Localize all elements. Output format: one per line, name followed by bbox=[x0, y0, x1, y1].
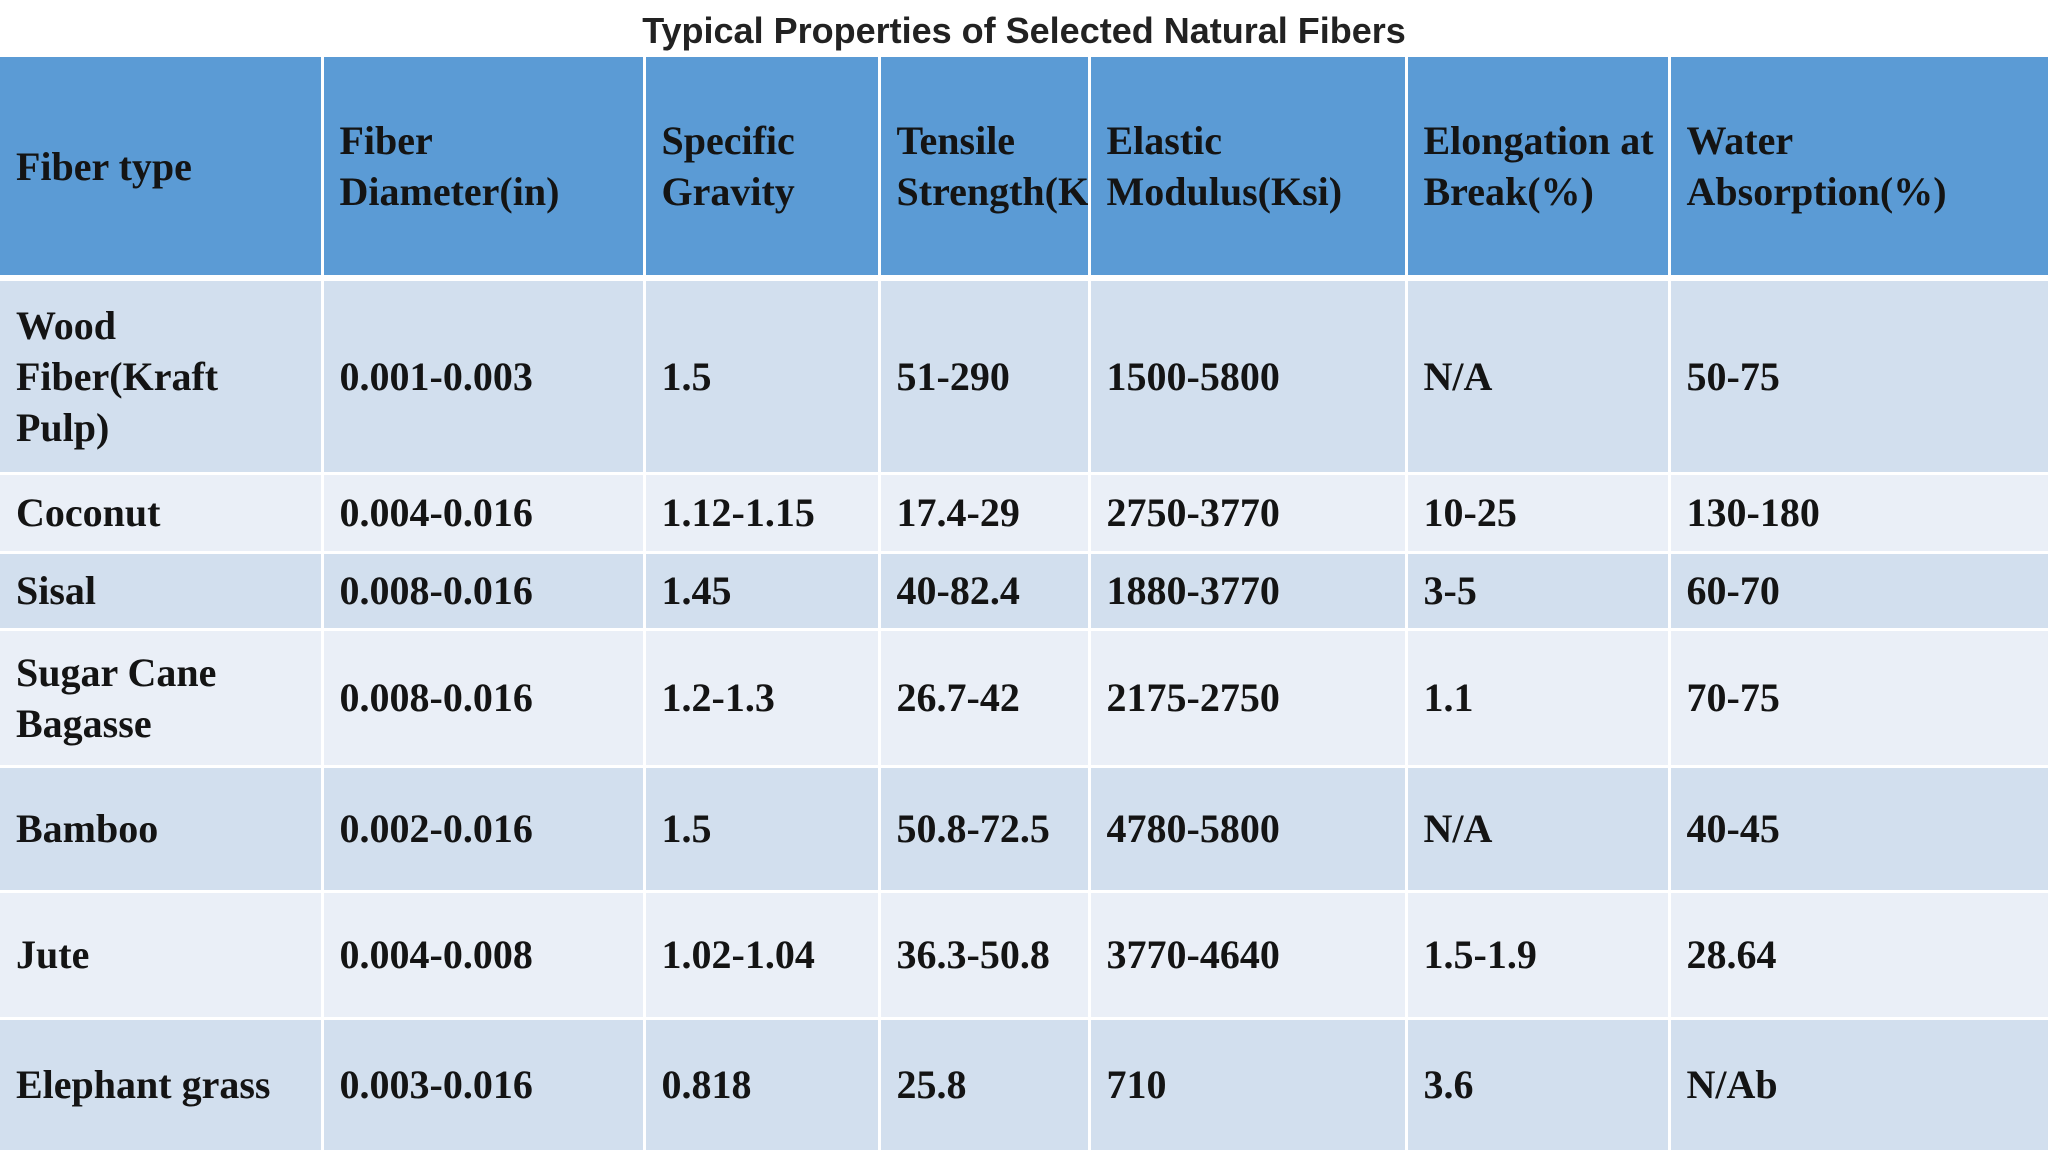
header-tensile-strength: Tensile Strength(Ksi) bbox=[879, 57, 1091, 281]
cell-elongation-at-break: N/A bbox=[1406, 766, 1671, 893]
table-row: Coconut 0.004-0.016 1.12-1.15 17.4-29 27… bbox=[0, 473, 2048, 554]
header-elongation-at-break: Elongation at Break(%) bbox=[1406, 57, 1671, 281]
header-fiber-type: Fiber type bbox=[0, 57, 324, 281]
cell-elongation-at-break: N/A bbox=[1406, 278, 1671, 475]
table-row: Wood Fiber(Kraft Pulp) 0.001-0.003 1.5 5… bbox=[0, 278, 2048, 475]
cell-water-absorption: N/Ab bbox=[1669, 1018, 2048, 1153]
cell-water-absorption: 28.64 bbox=[1669, 891, 2048, 1020]
cell-fiber-type: Sisal bbox=[0, 552, 324, 631]
cell-specific-gravity: 1.45 bbox=[644, 552, 881, 631]
cell-water-absorption: 70-75 bbox=[1669, 629, 2048, 768]
table-title: Typical Properties of Selected Natural F… bbox=[642, 10, 1406, 51]
cell-water-absorption: 50-75 bbox=[1669, 278, 2048, 475]
header-water-absorption: Water Absorption(%) bbox=[1669, 57, 2048, 281]
cell-fiber-type: Sugar Cane Bagasse bbox=[0, 629, 324, 768]
cell-specific-gravity: 1.5 bbox=[644, 766, 881, 893]
fiber-properties-table: Fiber type Fiber Diameter(in) Specific G… bbox=[0, 57, 2048, 1153]
cell-elastic-modulus: 3770-4640 bbox=[1089, 891, 1408, 1020]
cell-tensile-strength: 25.8 bbox=[879, 1018, 1091, 1153]
table-row: Bamboo 0.002-0.016 1.5 50.8-72.5 4780-58… bbox=[0, 766, 2048, 893]
cell-tensile-strength: 51-290 bbox=[879, 278, 1091, 475]
cell-water-absorption: 40-45 bbox=[1669, 766, 2048, 893]
header-elastic-modulus: Elastic Modulus(Ksi) bbox=[1089, 57, 1408, 281]
cell-tensile-strength: 26.7-42 bbox=[879, 629, 1091, 768]
cell-fiber-diameter: 0.008-0.016 bbox=[322, 552, 646, 631]
cell-tensile-strength: 17.4-29 bbox=[879, 473, 1091, 554]
header-row: Fiber type Fiber Diameter(in) Specific G… bbox=[0, 57, 2048, 281]
cell-elastic-modulus: 2750-3770 bbox=[1089, 473, 1408, 554]
header-fiber-diameter: Fiber Diameter(in) bbox=[322, 57, 646, 281]
cell-tensile-strength: 40-82.4 bbox=[879, 552, 1091, 631]
cell-elongation-at-break: 1.1 bbox=[1406, 629, 1671, 768]
cell-elastic-modulus: 710 bbox=[1089, 1018, 1408, 1153]
cell-fiber-type: Bamboo bbox=[0, 766, 324, 893]
cell-elongation-at-break: 10-25 bbox=[1406, 473, 1671, 554]
cell-fiber-type: Coconut bbox=[0, 473, 324, 554]
cell-fiber-diameter: 0.002-0.016 bbox=[322, 766, 646, 893]
table-row: Jute 0.004-0.008 1.02-1.04 36.3-50.8 377… bbox=[0, 891, 2048, 1020]
cell-tensile-strength: 36.3-50.8 bbox=[879, 891, 1091, 1020]
cell-elastic-modulus: 4780-5800 bbox=[1089, 766, 1408, 893]
cell-specific-gravity: 1.2-1.3 bbox=[644, 629, 881, 768]
cell-fiber-diameter: 0.003-0.016 bbox=[322, 1018, 646, 1153]
cell-fiber-type: Elephant grass bbox=[0, 1018, 324, 1153]
cell-elongation-at-break: 1.5-1.9 bbox=[1406, 891, 1671, 1020]
cell-elastic-modulus: 1500-5800 bbox=[1089, 278, 1408, 475]
cell-elongation-at-break: 3.6 bbox=[1406, 1018, 1671, 1153]
cell-tensile-strength: 50.8-72.5 bbox=[879, 766, 1091, 893]
cell-fiber-type: Jute bbox=[0, 891, 324, 1020]
cell-water-absorption: 130-180 bbox=[1669, 473, 2048, 554]
cell-fiber-type: Wood Fiber(Kraft Pulp) bbox=[0, 278, 324, 475]
cell-specific-gravity: 1.02-1.04 bbox=[644, 891, 881, 1020]
cell-specific-gravity: 1.12-1.15 bbox=[644, 473, 881, 554]
cell-specific-gravity: 0.818 bbox=[644, 1018, 881, 1153]
table-row: Sugar Cane Bagasse 0.008-0.016 1.2-1.3 2… bbox=[0, 629, 2048, 768]
table-row: Elephant grass 0.003-0.016 0.818 25.8 71… bbox=[0, 1018, 2048, 1153]
cell-elastic-modulus: 1880-3770 bbox=[1089, 552, 1408, 631]
cell-fiber-diameter: 0.004-0.008 bbox=[322, 891, 646, 1020]
header-specific-gravity: Specific Gravity bbox=[644, 57, 881, 281]
cell-fiber-diameter: 0.001-0.003 bbox=[322, 278, 646, 475]
cell-fiber-diameter: 0.008-0.016 bbox=[322, 629, 646, 768]
cell-elastic-modulus: 2175-2750 bbox=[1089, 629, 1408, 768]
table-row: Sisal 0.008-0.016 1.45 40-82.4 1880-3770… bbox=[0, 552, 2048, 631]
cell-specific-gravity: 1.5 bbox=[644, 278, 881, 475]
cell-elongation-at-break: 3-5 bbox=[1406, 552, 1671, 631]
cell-fiber-diameter: 0.004-0.016 bbox=[322, 473, 646, 554]
cell-water-absorption: 60-70 bbox=[1669, 552, 2048, 631]
